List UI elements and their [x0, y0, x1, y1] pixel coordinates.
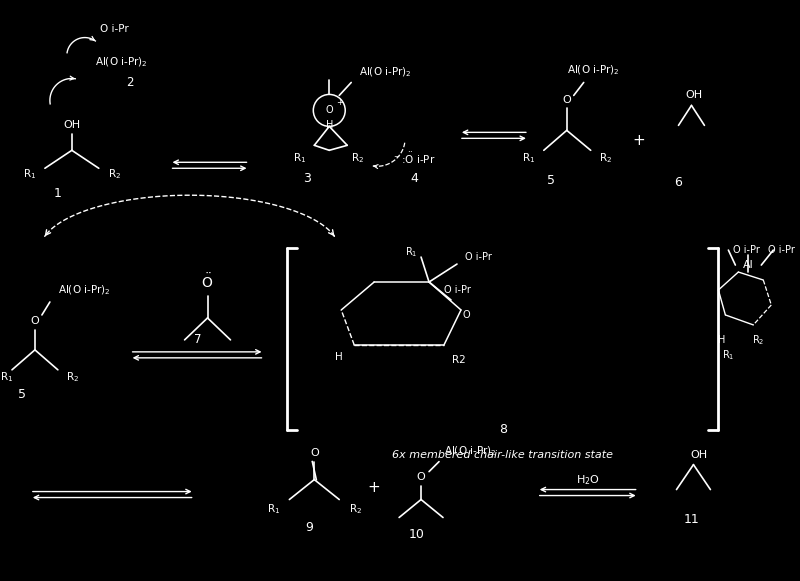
Text: H: H [718, 335, 725, 345]
Text: OH: OH [63, 120, 81, 130]
Text: 10: 10 [409, 528, 425, 541]
Text: R$_1$: R$_1$ [722, 348, 734, 362]
Text: O i-Pr: O i-Pr [443, 285, 470, 295]
Text: Al: Al [743, 260, 754, 270]
Text: +: + [632, 133, 645, 148]
Text: 6: 6 [674, 175, 682, 189]
Text: R$_2$: R$_2$ [752, 333, 765, 347]
Text: 5: 5 [546, 174, 554, 187]
Text: 6x membered chair-like transition state: 6x membered chair-like transition state [392, 450, 614, 460]
Text: Al(O i-Pr)$_2$: Al(O i-Pr)$_2$ [444, 445, 497, 458]
Text: +: + [336, 98, 342, 107]
Text: Al(O i-Pr)$_2$: Al(O i-Pr)$_2$ [94, 56, 147, 69]
Text: +: + [368, 480, 381, 495]
Text: 11: 11 [683, 513, 699, 526]
Text: R$_1$: R$_1$ [266, 503, 280, 517]
Text: Al(O i-Pr)$_2$: Al(O i-Pr)$_2$ [567, 64, 620, 77]
Text: H: H [326, 120, 333, 130]
Text: OH: OH [690, 450, 707, 460]
Text: R2: R2 [452, 355, 466, 365]
Text: O: O [462, 310, 470, 320]
Text: R$_2$: R$_2$ [350, 152, 364, 165]
Text: R$_2$: R$_2$ [349, 503, 362, 517]
Text: R$_2$: R$_2$ [108, 167, 122, 181]
Text: R$_1$: R$_1$ [293, 152, 306, 165]
Text: R$_1$: R$_1$ [405, 245, 418, 259]
Text: OH: OH [685, 91, 702, 101]
Text: $\ddot{\rm O}$: $\ddot{\rm O}$ [202, 272, 214, 291]
Text: O i-Pr: O i-Pr [768, 245, 795, 255]
Text: O: O [562, 95, 571, 105]
Text: R$_1$: R$_1$ [0, 370, 14, 383]
Text: 8: 8 [499, 423, 507, 436]
Text: O: O [417, 472, 426, 482]
Text: 9: 9 [306, 521, 314, 534]
Text: 2: 2 [126, 76, 134, 89]
Text: O i-Pr: O i-Pr [100, 24, 129, 34]
Text: R$_2$: R$_2$ [66, 370, 79, 383]
Text: R$_1$: R$_1$ [23, 167, 37, 181]
Text: 4: 4 [410, 172, 418, 185]
Text: R$_2$: R$_2$ [599, 152, 612, 165]
Text: O: O [326, 105, 333, 116]
Text: H: H [335, 352, 343, 362]
Text: H$_2$O: H$_2$O [576, 474, 600, 487]
Text: O: O [310, 447, 318, 458]
Text: O i-Pr: O i-Pr [466, 252, 492, 262]
Text: O i-Pr: O i-Pr [734, 245, 760, 255]
Text: Al(O i-Pr)$_2$: Al(O i-Pr)$_2$ [58, 283, 110, 297]
Text: 7: 7 [194, 333, 202, 346]
Text: Al(O i-Pr)$_2$: Al(O i-Pr)$_2$ [359, 66, 412, 79]
Text: $^-$:$\ddot{\rm O}$ i-Pr: $^-$:$\ddot{\rm O}$ i-Pr [392, 150, 436, 166]
Text: R$_1$: R$_1$ [522, 152, 535, 165]
Text: O: O [30, 316, 39, 326]
Text: 3: 3 [303, 172, 311, 185]
Text: 5: 5 [18, 388, 26, 401]
Text: 1: 1 [54, 187, 62, 200]
